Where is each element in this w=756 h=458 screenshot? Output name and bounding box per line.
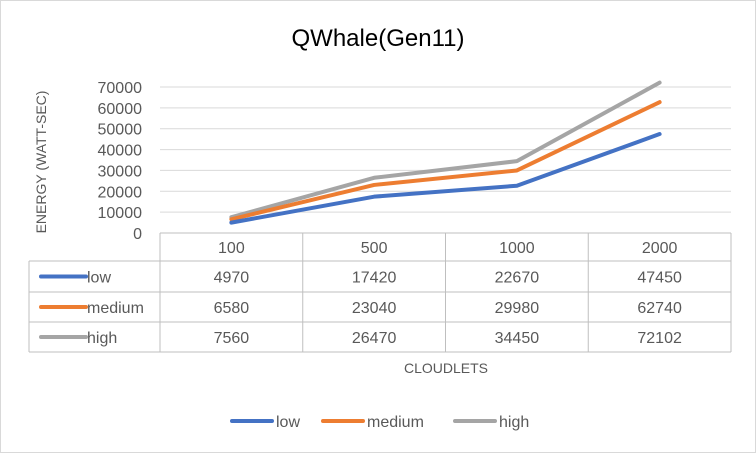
table-row-label: medium: [87, 300, 144, 317]
x-tick-label: 1000: [499, 240, 535, 257]
series-line-medium: [229, 100, 662, 222]
table-cell: 26470: [352, 330, 397, 347]
table-cell: 72102: [637, 330, 682, 347]
y-tick-label: 60000: [98, 101, 143, 118]
legend-label: medium: [367, 414, 424, 431]
legend-label: low: [276, 414, 300, 431]
y-tick-label: 70000: [98, 80, 143, 97]
y-tick-label: 0: [133, 226, 142, 243]
table-cell: 29980: [495, 300, 540, 317]
table-cell: 22670: [495, 270, 540, 287]
table-cell: 34450: [495, 330, 540, 347]
series-lines: [229, 80, 662, 225]
y-tick-label: 10000: [98, 205, 143, 222]
table-cell: 4970: [214, 270, 250, 287]
legend-label: high: [499, 414, 529, 431]
x-tick-label: 100: [218, 240, 245, 257]
legend: low medium high: [230, 414, 529, 431]
data-table: 100 500 1000 2000 low 4970 17420 22670 47450 medi…: [28, 232, 732, 353]
y-tick-label: 30000: [98, 163, 143, 180]
y-tick-label: 50000: [98, 122, 143, 139]
x-tick-label: 500: [361, 240, 388, 257]
table-cell: 7560: [214, 330, 250, 347]
y-axis-ticks: 0 10000 20000 30000 40000 50000 60000 70000: [98, 80, 143, 243]
table-cell: 62740: [637, 300, 682, 317]
y-axis-label: ENERGY (WATT-SEC): [33, 91, 49, 234]
table-cell: 6580: [214, 300, 250, 317]
table-cell: 17420: [352, 270, 397, 287]
y-tick-label: 40000: [98, 143, 143, 160]
series-line-low: [229, 132, 662, 225]
table-cell: 23040: [352, 300, 397, 317]
y-tick-label: 20000: [98, 184, 143, 201]
table-cell: 47450: [637, 270, 682, 287]
table-row-label: low: [87, 270, 111, 287]
series-line-high: [229, 80, 662, 220]
chart-title: QWhale(Gen11): [292, 25, 465, 52]
x-tick-label: 2000: [642, 240, 678, 257]
table-row-label: high: [87, 330, 117, 347]
x-axis-label: CLOUDLETS: [404, 360, 488, 376]
